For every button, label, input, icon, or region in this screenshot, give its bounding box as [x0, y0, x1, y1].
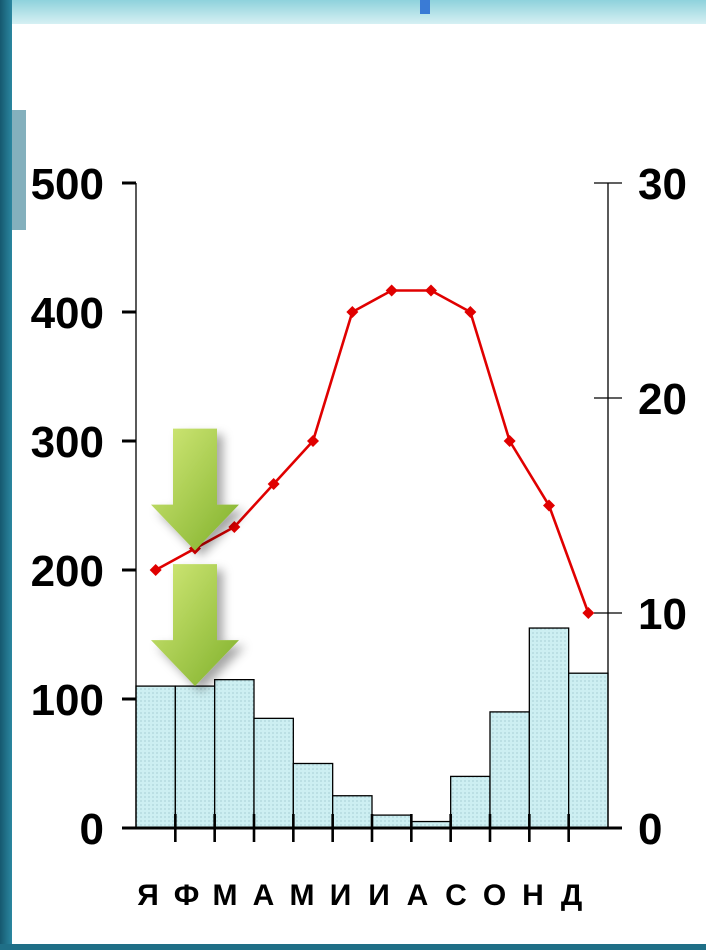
bottom-band	[0, 944, 706, 950]
month-label: А	[407, 879, 429, 912]
temperature-point	[307, 435, 319, 447]
precipitation-bar	[489, 711, 530, 829]
month-label: О	[483, 879, 506, 912]
temperature-point	[267, 478, 280, 490]
temperature-point	[385, 284, 398, 297]
precipitation-bars	[135, 627, 609, 829]
right-axis-tick-label: 20	[638, 375, 687, 424]
down-arrow-icon	[151, 428, 239, 551]
precipitation-bar	[292, 762, 334, 829]
left-axis-tick-label: 0	[80, 805, 104, 854]
right-axis-tick-label: 10	[638, 590, 687, 639]
precipitation-bar	[214, 679, 255, 829]
month-label: А	[253, 879, 275, 912]
left-tab	[12, 110, 26, 230]
precipitation-bar	[135, 685, 176, 829]
top-band	[0, 0, 706, 24]
precipitation-bar	[332, 795, 373, 829]
precipitation-bar	[253, 717, 294, 829]
right-axis-tick-label: 0	[638, 805, 662, 854]
down-arrow-icon	[151, 564, 239, 687]
temperature-point	[228, 521, 241, 533]
temperature-point	[543, 499, 555, 512]
left-axis-tick-label: 100	[31, 676, 104, 725]
left-axis-tick-label: 200	[31, 547, 104, 596]
right-axis-tick-label: 30	[638, 160, 687, 209]
chart-axes	[122, 181, 622, 842]
temperature-point	[464, 306, 477, 318]
temperature-point	[346, 306, 359, 318]
temperature-point	[149, 564, 162, 576]
top-marker	[420, 0, 430, 14]
month-label: С	[445, 879, 467, 912]
month-label: М	[290, 879, 315, 912]
left-axis-tick-label: 400	[31, 289, 104, 338]
temperature-line	[155, 289, 590, 614]
month-label: Ф	[174, 879, 200, 912]
month-label: Н	[522, 879, 544, 912]
precipitation-bar	[528, 627, 570, 829]
temperature-series	[149, 284, 595, 619]
precipitation-bar	[371, 814, 412, 829]
month-label: И	[330, 879, 352, 912]
left-band	[0, 0, 12, 950]
precipitation-bar	[174, 685, 216, 829]
month-label: Д	[561, 879, 582, 912]
temperature-point	[425, 284, 437, 297]
month-label: И	[368, 879, 390, 912]
temperature-point	[582, 607, 595, 619]
highlight-arrows	[151, 428, 239, 687]
month-label: Я	[137, 879, 159, 912]
month-label: М	[213, 879, 238, 912]
left-axis-tick-label: 300	[31, 418, 104, 467]
precipitation-bar	[450, 775, 491, 829]
precipitation-bar	[568, 672, 609, 829]
temperature-point	[503, 435, 516, 447]
left-axis-tick-label: 500	[31, 160, 104, 209]
